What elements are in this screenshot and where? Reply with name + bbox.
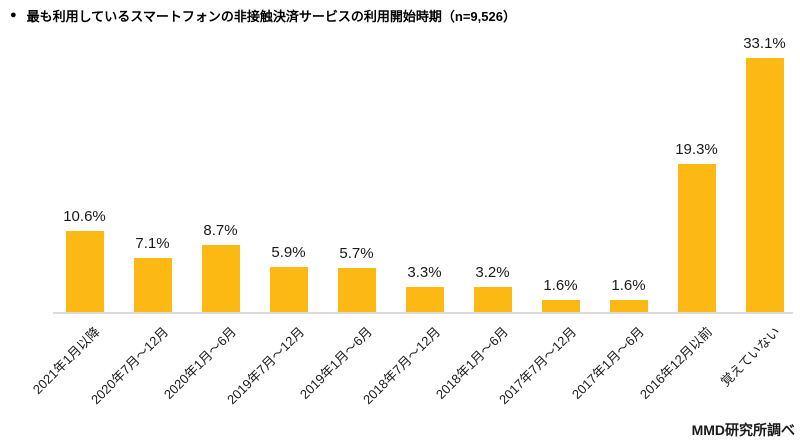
bar: [133, 258, 172, 312]
x-axis-label: 覚えていない: [717, 324, 784, 390]
bar: [405, 287, 444, 312]
bar: [337, 268, 376, 312]
bar-value-label: 5.9%: [271, 244, 306, 261]
bar-value-label: 1.6%: [543, 277, 578, 294]
bar: [269, 267, 308, 312]
x-axis-label: 2019年1月～6月: [297, 324, 376, 403]
bar-value-label: 33.1%: [743, 35, 786, 52]
bar-value-label: 7.1%: [135, 235, 170, 252]
bar: [65, 231, 104, 312]
bar: [677, 164, 716, 312]
x-axis-line: [53, 312, 793, 314]
bar: [473, 287, 512, 312]
bar-value-label: 3.3%: [407, 264, 442, 281]
source-credit: MMD研究所調べ: [691, 422, 795, 438]
chart-title-row: ● 最も利用しているスマートフォンの非接触決済サービスの利用開始時期（n=9,5…: [10, 6, 516, 25]
x-axis-label: 2016年12月以前: [637, 324, 716, 403]
bar-value-label: 5.7%: [339, 245, 374, 262]
bar: [609, 300, 648, 312]
bar-value-label: 8.7%: [203, 222, 238, 239]
x-axis-label: 2021年1月以降: [30, 324, 104, 397]
x-axis-label: 2018年1月～6月: [433, 324, 512, 403]
x-axis-label: 2017年1月～6月: [569, 324, 648, 403]
bullet-icon: ●: [10, 9, 17, 21]
bar: [745, 58, 784, 312]
bar: [201, 245, 240, 312]
bar-value-label: 1.6%: [611, 277, 646, 294]
bar-value-label: 3.2%: [475, 264, 510, 281]
bar-value-label: 19.3%: [675, 141, 718, 158]
bar-value-label: 10.6%: [63, 208, 106, 225]
x-axis-label: 2020年1月～6月: [161, 324, 240, 403]
bar: [541, 300, 580, 312]
chart-title: 最も利用しているスマートフォンの非接触決済サービスの利用開始時期（n=9,526…: [26, 9, 516, 24]
